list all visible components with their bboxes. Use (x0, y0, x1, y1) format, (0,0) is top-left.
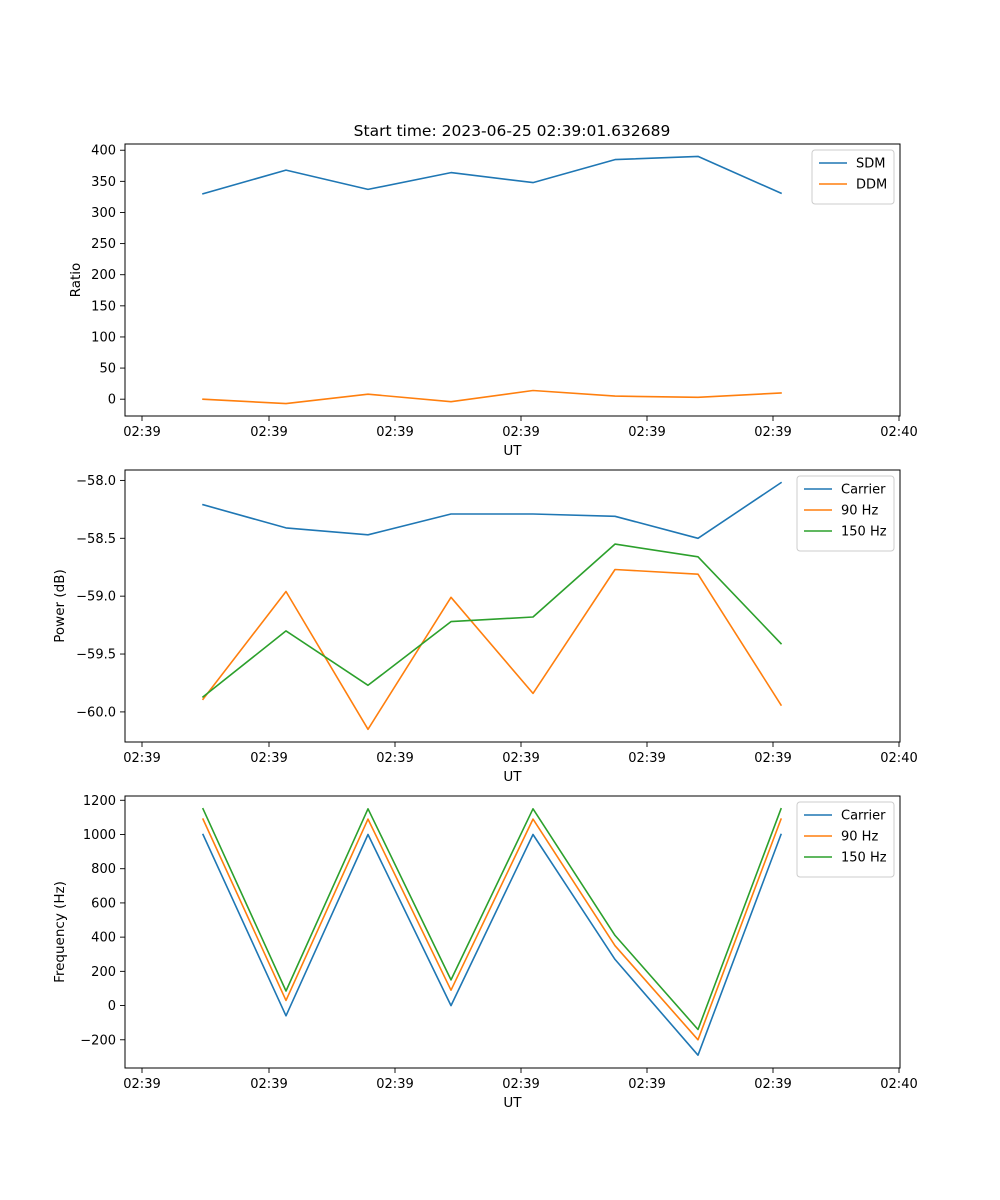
x-tick-label: 02:39 (376, 1077, 413, 1092)
y-tick-label: −59.0 (76, 590, 116, 605)
y-tick-label: −60.0 (76, 705, 116, 720)
x-tick-label: 02:39 (250, 425, 287, 440)
series-line-carrier (202, 481, 783, 540)
x-axis: 02:39 02:39 02:39 02:39 02:39 02:39 02:40 (123, 416, 918, 440)
y-tick-label: 1000 (83, 828, 116, 843)
series-line-sdm (202, 155, 783, 195)
axes-frame (124, 469, 901, 743)
y-tick-label: 100 (91, 330, 116, 345)
legend-label: DDM (856, 178, 887, 193)
series-group (201, 807, 783, 1056)
legend-label: 90 Hz (841, 504, 878, 519)
y-tick-label: 350 (91, 175, 116, 190)
x-tick-label: 02:39 (250, 751, 287, 766)
x-tick-label: 02:40 (880, 1077, 917, 1092)
y-tick-label: −59.5 (76, 648, 116, 663)
y-axis: −200 0 200 400 600 800 1000 1200 (80, 794, 125, 1048)
y-tick-label: 200 (91, 965, 116, 980)
axes-frame (124, 795, 901, 1069)
y-tick-label: 200 (91, 268, 116, 283)
x-tick-label: 02:40 (880, 751, 917, 766)
y-tick-label: 300 (91, 206, 116, 221)
legend-label: Carrier (841, 809, 886, 824)
x-tick-label: 02:39 (123, 751, 160, 766)
series-line-90-hz (201, 818, 783, 1041)
legend-frame (796, 475, 895, 552)
legend-label: 150 Hz (841, 851, 887, 866)
y-tick-label: 0 (108, 999, 116, 1014)
legend: Carrier 90 Hz 150 Hz (796, 801, 895, 878)
y-tick-label: 800 (91, 862, 116, 877)
x-tick-label: 02:39 (123, 1077, 160, 1092)
series-line-ddm (202, 389, 782, 405)
series-line-carrier (201, 833, 783, 1056)
y-tick-label: 1200 (83, 794, 116, 809)
legend: Carrier 90 Hz 150 Hz (796, 475, 895, 552)
y-tick-label: 0 (108, 393, 116, 408)
x-tick-label: 02:39 (376, 425, 413, 440)
y-axis: 0 50 100 150 200 250 300 350 400 (91, 144, 125, 408)
y-axis: −60.0 −59.5 −59.0 −58.5 −58.0 (76, 474, 125, 720)
x-axis: 02:39 02:39 02:39 02:39 02:39 02:39 02:40 (123, 1068, 918, 1092)
x-tick-label: 02:39 (502, 425, 539, 440)
figure-title: Start time: 2023-06-25 02:39:01.632689 (354, 122, 671, 140)
legend-label: 150 Hz (841, 525, 887, 540)
y-tick-label: −58.0 (76, 474, 116, 489)
x-tick-label: 02:39 (754, 1077, 791, 1092)
x-axis: 02:39 02:39 02:39 02:39 02:39 02:39 02:40 (123, 742, 918, 766)
panels: 02:39 02:39 02:39 02:39 02:39 02:39 02:40 UT 0 50… (52, 143, 918, 1111)
y-tick-label: 150 (91, 299, 116, 314)
legend-label: Carrier (841, 483, 886, 498)
series-group (201, 481, 783, 731)
series-line-150-hz (201, 807, 783, 1031)
x-tick-label: 02:39 (376, 751, 413, 766)
y-tick-label: 600 (91, 896, 116, 911)
x-tick-label: 02:39 (628, 425, 665, 440)
x-tick-label: 02:40 (880, 425, 917, 440)
chart-panel-3: 02:39 02:39 02:39 02:39 02:39 02:39 02:40 UT −20… (52, 794, 918, 1111)
y-tick-label: 400 (91, 144, 116, 159)
axes-frame (124, 143, 901, 417)
x-tick-label: 02:39 (502, 1077, 539, 1092)
legend-label: SDM (856, 157, 885, 172)
series-line-90-hz (201, 568, 783, 731)
x-axis-label: UT (503, 769, 522, 785)
x-tick-label: 02:39 (754, 751, 791, 766)
legend-label: 90 Hz (841, 830, 878, 845)
y-axis-label: Frequency (Hz) (52, 881, 68, 983)
y-axis-label: Power (dB) (52, 569, 68, 642)
x-axis-label: UT (503, 443, 522, 459)
legend-frame (796, 801, 895, 878)
y-tick-label: 250 (91, 237, 116, 252)
y-tick-label: −200 (80, 1033, 116, 1048)
y-axis-label: Ratio (68, 263, 84, 298)
x-axis-label: UT (503, 1095, 522, 1111)
x-tick-label: 02:39 (754, 425, 791, 440)
series-group (202, 155, 783, 405)
x-tick-label: 02:39 (628, 751, 665, 766)
chart-panel-1: 02:39 02:39 02:39 02:39 02:39 02:39 02:40 UT 0 50… (68, 143, 918, 459)
y-tick-label: 50 (99, 362, 116, 377)
x-tick-label: 02:39 (250, 1077, 287, 1092)
legend: SDM DDM (811, 149, 895, 205)
x-tick-label: 02:39 (123, 425, 160, 440)
y-tick-label: −58.5 (76, 532, 116, 547)
series-line-150-hz (201, 543, 783, 699)
chart-panel-2: 02:39 02:39 02:39 02:39 02:39 02:39 02:40 UT −60… (52, 469, 918, 785)
x-tick-label: 02:39 (502, 751, 539, 766)
y-tick-label: 400 (91, 931, 116, 946)
x-tick-label: 02:39 (628, 1077, 665, 1092)
